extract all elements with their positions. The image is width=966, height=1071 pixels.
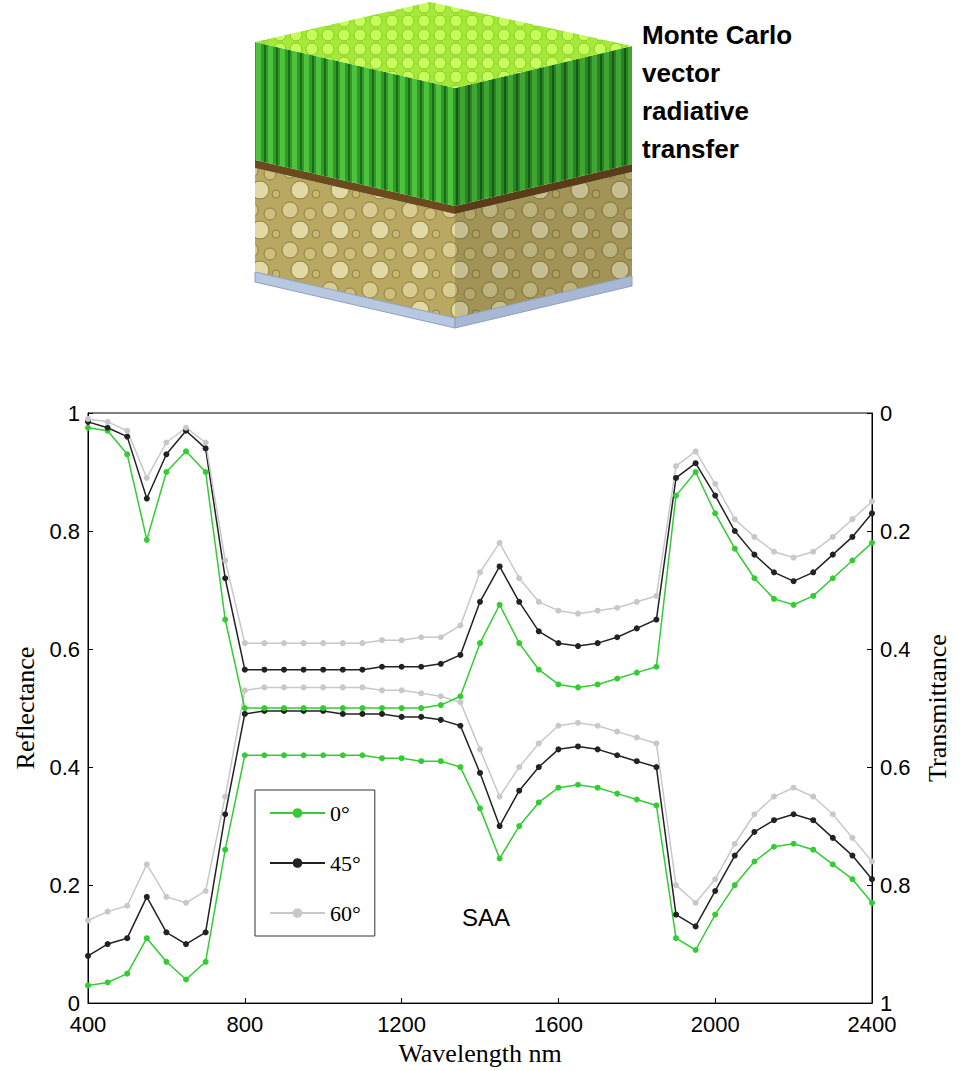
svg-text:0.4: 0.4 xyxy=(880,637,911,662)
svg-text:Reflectance: Reflectance xyxy=(11,647,40,770)
svg-text:0: 0 xyxy=(67,990,80,1016)
svg-text:0.2: 0.2 xyxy=(49,873,80,898)
svg-text:800: 800 xyxy=(226,1012,263,1037)
svg-text:45°: 45° xyxy=(330,851,361,876)
svg-text:2000: 2000 xyxy=(691,1012,740,1037)
svg-text:0.6: 0.6 xyxy=(49,637,80,662)
svg-text:0: 0 xyxy=(880,401,892,426)
svg-text:1: 1 xyxy=(68,401,80,426)
svg-text:Transmittance: Transmittance xyxy=(923,634,952,782)
svg-text:Wavelength nm: Wavelength nm xyxy=(398,1039,561,1068)
svg-text:0°: 0° xyxy=(330,801,350,826)
svg-text:0.2: 0.2 xyxy=(880,519,911,544)
svg-text:SAA: SAA xyxy=(462,904,510,931)
svg-text:0.4: 0.4 xyxy=(49,755,80,780)
svg-text:1: 1 xyxy=(880,990,893,1016)
svg-text:1200: 1200 xyxy=(377,1012,426,1037)
svg-text:0.6: 0.6 xyxy=(880,755,911,780)
svg-text:0.8: 0.8 xyxy=(880,873,911,898)
svg-text:Monte Carlovectorradiativetran: Monte Carlovectorradiativetransfer xyxy=(642,20,792,164)
svg-text:60°: 60° xyxy=(330,901,361,926)
svg-text:0.8: 0.8 xyxy=(49,519,80,544)
svg-text:400: 400 xyxy=(70,1012,107,1037)
svg-text:2400: 2400 xyxy=(848,1012,897,1037)
svg-text:1600: 1600 xyxy=(534,1012,583,1037)
